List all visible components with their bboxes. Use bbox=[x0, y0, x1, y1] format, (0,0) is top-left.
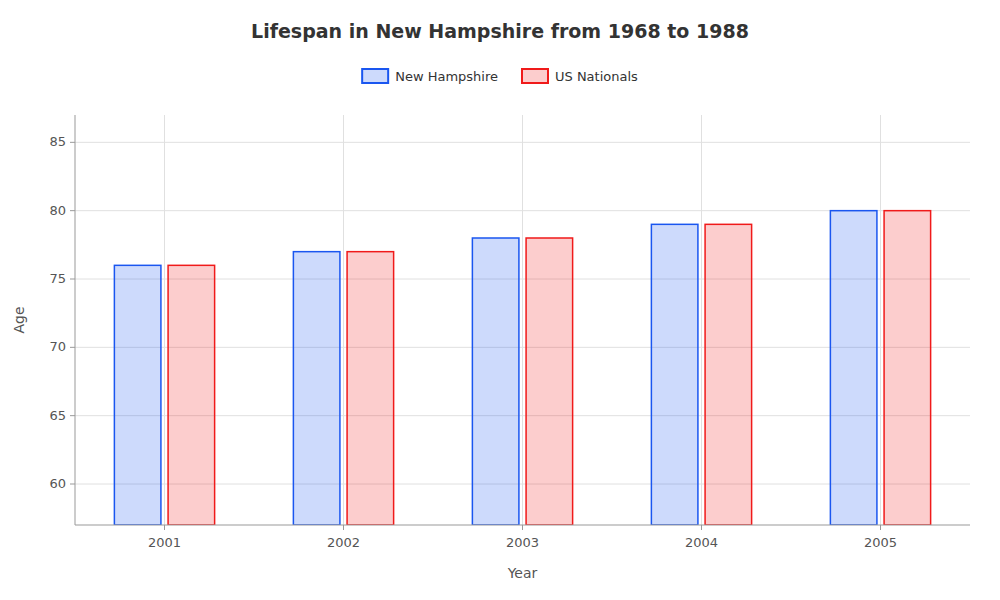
grid bbox=[75, 115, 970, 525]
bar bbox=[705, 224, 752, 525]
x-tick bbox=[522, 525, 523, 530]
legend-label: New Hampshire bbox=[395, 69, 498, 84]
x-tick-label: 2001 bbox=[148, 535, 181, 550]
y-tick bbox=[70, 210, 75, 211]
y-tick-label: 85 bbox=[49, 134, 66, 149]
x-tick-label: 2002 bbox=[327, 535, 360, 550]
y-tick bbox=[70, 484, 75, 485]
chart: Lifespan in New Hampshire from 1968 to 1… bbox=[0, 0, 1000, 600]
x-axis-label: Year bbox=[507, 565, 538, 581]
grid-line bbox=[522, 115, 523, 525]
x-tick-label: 2005 bbox=[864, 535, 897, 550]
legend-item: US Nationals bbox=[522, 69, 638, 84]
bar bbox=[472, 238, 519, 525]
bar bbox=[168, 265, 215, 525]
bar bbox=[114, 265, 161, 525]
legend-label: US Nationals bbox=[555, 69, 638, 84]
bars bbox=[114, 211, 930, 525]
bar bbox=[293, 252, 340, 525]
title: Lifespan in New Hampshire from 1968 to 1… bbox=[251, 20, 749, 42]
x-tick bbox=[343, 525, 344, 530]
grid-line bbox=[164, 115, 165, 525]
grid-line bbox=[343, 115, 344, 525]
grid-line bbox=[701, 115, 702, 525]
x-tick bbox=[164, 525, 165, 530]
x-tick bbox=[880, 525, 881, 530]
bar bbox=[347, 252, 394, 525]
y-tick-label: 60 bbox=[49, 476, 66, 491]
y-tick-label: 75 bbox=[49, 271, 66, 286]
legend-swatch bbox=[362, 69, 388, 83]
legend-item: New Hampshire bbox=[362, 69, 498, 84]
x-tick bbox=[701, 525, 702, 530]
bar bbox=[884, 211, 931, 525]
grid-line bbox=[880, 115, 881, 525]
x-tick-label: 2004 bbox=[685, 535, 718, 550]
bar bbox=[526, 238, 573, 525]
bar bbox=[651, 224, 698, 525]
y-tick-label: 80 bbox=[49, 203, 66, 218]
y-tick bbox=[70, 279, 75, 280]
y-tick bbox=[70, 415, 75, 416]
y-axis-line bbox=[75, 115, 76, 525]
legend: New Hampshire US Nationals bbox=[362, 69, 638, 84]
y-axis-label: Age bbox=[11, 306, 27, 333]
y-tick bbox=[70, 347, 75, 348]
legend-swatch bbox=[522, 69, 548, 83]
y-tick-label: 70 bbox=[49, 339, 66, 354]
y-tick bbox=[70, 142, 75, 143]
y-tick-label: 65 bbox=[49, 408, 66, 423]
bar bbox=[830, 211, 877, 525]
x-tick-label: 2003 bbox=[506, 535, 539, 550]
